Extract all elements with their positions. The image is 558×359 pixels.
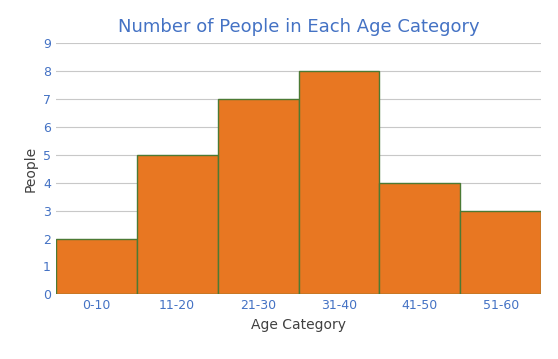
Bar [218, 99, 299, 294]
Y-axis label: People: People [23, 146, 37, 192]
Bar [137, 155, 218, 294]
Bar [299, 71, 379, 294]
Bar [460, 211, 541, 294]
Bar [56, 238, 137, 294]
Bar [379, 183, 460, 294]
Title: Number of People in Each Age Category: Number of People in Each Age Category [118, 18, 479, 36]
X-axis label: Age Category: Age Category [251, 318, 346, 332]
